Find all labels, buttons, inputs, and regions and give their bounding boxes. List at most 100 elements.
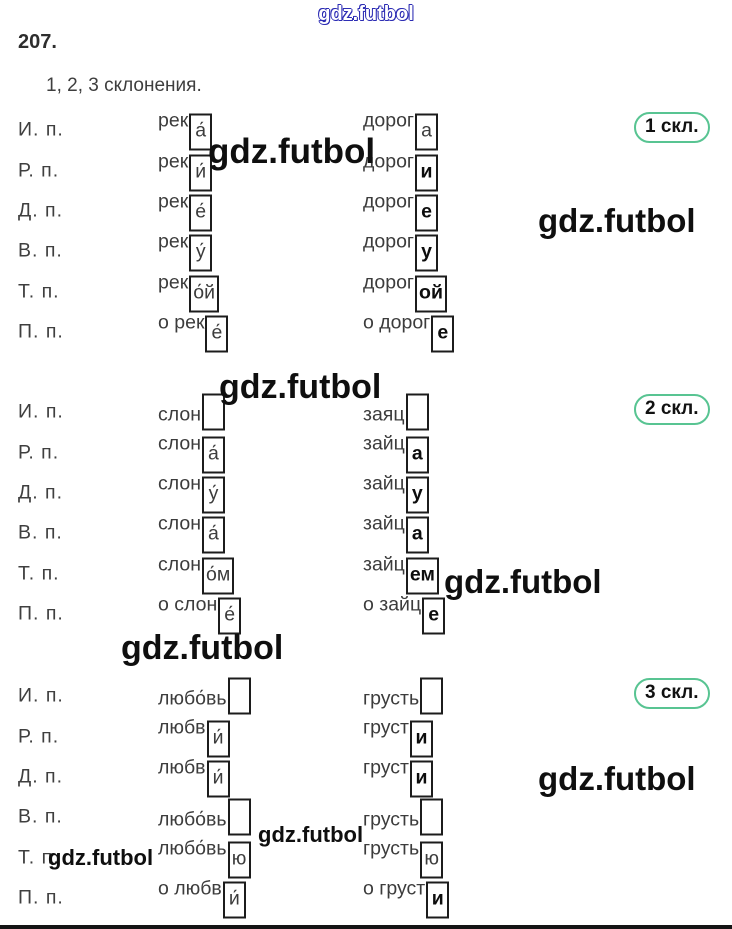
case-label: И. п. xyxy=(18,118,64,141)
ending-box xyxy=(227,677,251,715)
word-declined: заяц xyxy=(363,393,429,431)
ending-box: а xyxy=(405,436,429,474)
word-declined: о любв и́ xyxy=(158,878,246,919)
word-declined: зайц ем xyxy=(363,553,439,595)
word-declined: любо́вь ю xyxy=(158,837,251,879)
ending-box: и́ xyxy=(206,720,230,758)
case-row: П. п. о слон е́ о зайц е xyxy=(0,594,732,635)
ending-box: е́ xyxy=(205,315,229,353)
word-declined: о зайц е xyxy=(363,594,446,635)
ending-box: ю xyxy=(420,841,444,879)
answer-subtitle: 1, 2, 3 склонения. xyxy=(46,75,202,96)
ending-box: и́ xyxy=(189,154,213,192)
word-declined: любо́вь xyxy=(158,677,251,715)
ending-box xyxy=(420,677,444,715)
case-label: П. п. xyxy=(18,886,64,909)
case-row: Д. п. рек е́ дорог е xyxy=(0,190,732,232)
case-label: Р. п. xyxy=(18,725,60,748)
watermark: gdz.futbol xyxy=(121,629,284,667)
case-label: Т. п. xyxy=(18,280,60,303)
case-row: Д. п. любв и́ груст и xyxy=(0,756,732,798)
declension-table-3: 3 скл. И. п. любо́вь грусть Р. п. любв и́… xyxy=(0,676,732,919)
case-row: Р. п. любв и́ груст и xyxy=(0,716,732,758)
word-declined: о дорог е xyxy=(363,312,455,353)
ending-box: о́м xyxy=(201,557,235,595)
word-declined: слон у́ xyxy=(158,472,225,514)
ending-box: е xyxy=(415,194,439,232)
case-label: Д. п. xyxy=(18,481,64,504)
ending-box: а xyxy=(415,113,439,151)
declension-badge: 2 скл. xyxy=(634,394,710,425)
watermark: gdz.futbol xyxy=(219,368,382,406)
ending-box: а́ xyxy=(201,516,225,554)
word-declined: любв и́ xyxy=(158,756,230,798)
exercise-number: 207. xyxy=(18,31,57,53)
ending-box: и́ xyxy=(206,760,230,798)
ending-box: а́ xyxy=(201,436,225,474)
ending-box xyxy=(201,393,225,431)
ending-box: ой xyxy=(415,275,447,313)
word-declined: зайц а xyxy=(363,513,429,554)
ending-box: и́ xyxy=(222,881,246,919)
case-label: Т. п. xyxy=(18,562,60,585)
word-declined: дорог ой xyxy=(363,271,447,313)
case-row: И. п. любо́вь грусть xyxy=(0,676,732,716)
case-row: Т. п. любо́вь ю грусть ю xyxy=(0,837,732,879)
word-declined: грусть xyxy=(363,677,444,715)
word-declined: дорог у xyxy=(363,231,439,272)
watermark: gdz.futbol xyxy=(208,132,376,171)
word-declined: слон а́ xyxy=(158,513,225,554)
case-label: Д. п. xyxy=(18,199,64,222)
word-declined: зайц а xyxy=(363,432,429,474)
ending-box xyxy=(420,798,444,836)
word-declined: дорог а xyxy=(363,110,439,151)
word-declined: любв и́ xyxy=(158,716,230,758)
ending-box: е́ xyxy=(218,597,242,635)
word-declined: рек и́ xyxy=(158,150,213,192)
ending-box: е́ xyxy=(189,194,213,232)
word-declined: слон о́м xyxy=(158,553,235,595)
case-row: Т. п. рек о́й дорог ой xyxy=(0,271,732,313)
word-declined: о груст и xyxy=(363,878,450,919)
word-declined: зайц у xyxy=(363,472,429,514)
ending-box: е xyxy=(422,597,446,635)
declension-badge: 3 скл. xyxy=(634,678,710,709)
word-declined: рек у́ xyxy=(158,231,213,272)
word-declined: рек а́ xyxy=(158,110,213,151)
ending-box: ю xyxy=(227,841,251,879)
word-declined: слон а́ xyxy=(158,432,225,474)
watermark-outline: gdz.futbol xyxy=(318,3,414,25)
case-row: П. п. о рек е́ о дорог е xyxy=(0,312,732,353)
word-declined: рек е́ xyxy=(158,190,213,232)
case-label: В. п. xyxy=(18,521,63,544)
case-row: П. п. о любв и́ о груст и xyxy=(0,878,732,919)
declension-badge: 1 скл. xyxy=(634,112,710,143)
ending-box: ем xyxy=(405,557,439,595)
watermark: gdz.futbol xyxy=(48,845,154,870)
ending-box: и xyxy=(415,154,439,192)
word-declined: слон xyxy=(158,393,225,431)
case-row: Р. п. слон а́ зайц а xyxy=(0,432,732,474)
ending-box: у́ xyxy=(189,234,213,272)
case-row: Р. п. рек и́ дорог и xyxy=(0,150,732,192)
word-declined: дорог е xyxy=(363,190,439,232)
ending-box: у xyxy=(415,234,439,272)
watermark: gdz.futbol xyxy=(444,563,602,600)
ending-box: о́й xyxy=(189,275,219,313)
ending-box: а xyxy=(405,516,429,554)
watermark: gdz.futbol xyxy=(538,202,696,239)
case-label: И. п. xyxy=(18,400,64,423)
word-declined: о слон е́ xyxy=(158,594,242,635)
case-row: Т. п. слон о́м зайц ем xyxy=(0,553,732,595)
case-label: В. п. xyxy=(18,239,63,262)
case-label: В. п. xyxy=(18,805,63,828)
ending-box xyxy=(405,393,429,431)
ending-box xyxy=(227,798,251,836)
word-declined: любо́вь xyxy=(158,798,251,836)
case-row: В. п. рек у́ дорог у xyxy=(0,231,732,272)
case-label: Т. п. xyxy=(18,846,60,869)
case-row: И. п. рек а́ дорог а xyxy=(0,110,732,151)
ending-box: и xyxy=(409,720,433,758)
word-declined: дорог и xyxy=(363,150,439,192)
